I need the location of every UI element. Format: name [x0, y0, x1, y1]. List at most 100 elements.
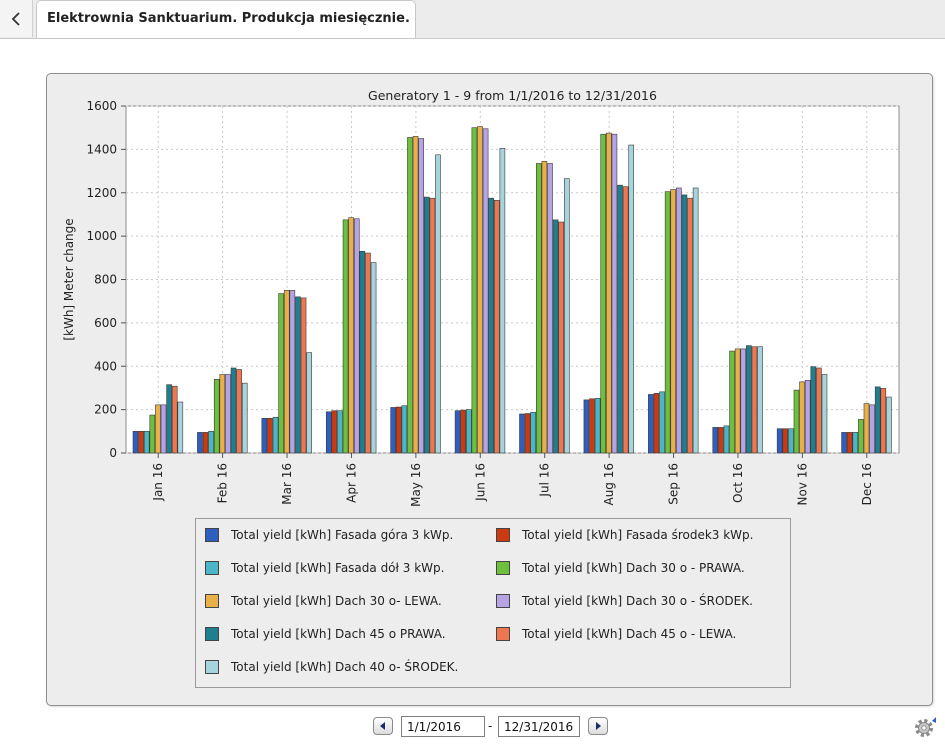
bar — [583, 399, 590, 454]
bar — [166, 384, 172, 454]
bar — [841, 432, 847, 454]
tab-monthly-production[interactable]: Elektrownia Sanktuarium. Produkcja miesi… — [36, 0, 416, 38]
bar — [547, 163, 553, 454]
bar — [670, 189, 677, 454]
bar — [460, 409, 466, 454]
bar — [423, 196, 430, 454]
legend-label: Total yield [kWh] Dach 30 o - ŚRODEK. — [522, 594, 753, 608]
bar — [524, 413, 531, 454]
x-tick-label: Nov 16 — [795, 463, 809, 506]
legend-item: Total yield [kWh] Dach 45 o PRAWA. — [205, 625, 446, 643]
legend-label: Total yield [kWh] Dach 30 o- LEWA. — [231, 594, 442, 608]
bar — [272, 416, 279, 454]
x-tick-label: Jun 16 — [473, 463, 487, 502]
chart: 0 200 400 600 800 1000 1200 1400 1600 Jan 16 Feb 1… — [62, 88, 900, 507]
bar — [412, 136, 419, 454]
x-tick-label: Feb 16 — [216, 463, 230, 503]
bar — [202, 432, 209, 454]
legend-swatch — [205, 594, 219, 608]
bar — [600, 133, 607, 454]
bar — [863, 403, 870, 454]
bar — [552, 219, 559, 454]
bar — [370, 262, 377, 454]
legend-swatch — [205, 528, 219, 542]
bar — [541, 161, 548, 454]
y-tick-label: 400 — [94, 359, 117, 373]
bar — [530, 411, 537, 454]
date-range-separator: - — [488, 719, 493, 733]
bar — [407, 137, 413, 454]
bar — [519, 413, 525, 454]
gear-icon — [915, 717, 936, 737]
bar — [746, 345, 752, 454]
chevron-left-icon — [11, 11, 20, 26]
bar — [454, 410, 461, 454]
bar — [594, 398, 601, 454]
legend-label: Total yield [kWh] Dach 40 o- ŚRODEK. — [231, 660, 459, 674]
bar — [734, 348, 741, 454]
bar — [143, 431, 150, 454]
legend-swatch — [205, 627, 219, 641]
bar — [138, 431, 144, 454]
settings-button[interactable] — [912, 714, 938, 740]
bar — [799, 381, 805, 454]
legend-label: Total yield [kWh] Dach 30 o - PRAWA. — [522, 561, 745, 575]
bar — [177, 401, 184, 454]
bar — [788, 428, 794, 454]
bar — [267, 417, 273, 454]
bar — [155, 404, 161, 454]
bar — [718, 427, 724, 454]
bar — [804, 380, 811, 454]
bar — [606, 132, 612, 454]
bar — [418, 138, 424, 454]
bar — [499, 147, 506, 454]
next-period-button[interactable] — [588, 717, 608, 735]
legend-swatch — [205, 660, 219, 674]
bar — [348, 217, 354, 454]
bar — [359, 251, 366, 454]
bar — [353, 218, 360, 454]
x-tick-label: Jul 16 — [538, 463, 552, 498]
bar — [648, 394, 654, 454]
y-tick-label: 200 — [94, 403, 117, 417]
bar — [681, 194, 688, 454]
bar — [230, 367, 237, 454]
bar — [300, 297, 307, 454]
date-from-input[interactable] — [401, 716, 485, 737]
chart-legend: Total yield [kWh] Fasada góra 3 kWp. Tota… — [195, 518, 791, 688]
legend-swatch — [496, 561, 510, 575]
y-tick-label: 1600 — [86, 99, 117, 113]
bar — [390, 407, 396, 454]
previous-period-button[interactable] — [373, 717, 393, 735]
bar — [365, 252, 371, 454]
back-button[interactable] — [0, 0, 33, 37]
y-tick-label: 1200 — [86, 186, 117, 200]
bar — [816, 367, 822, 454]
bar — [219, 374, 226, 454]
legend-label: Total yield [kWh] Fasada góra 3 kWp. — [231, 528, 454, 542]
x-tick-label: Oct 16 — [731, 463, 745, 503]
bar — [536, 163, 542, 454]
bar — [659, 391, 665, 454]
date-to-input[interactable] — [498, 716, 580, 737]
legend-item: Total yield [kWh] Dach 40 o- ŚRODEK. — [205, 658, 458, 676]
legend-item: Total yield [kWh] Fasada środek3 kWp. — [496, 526, 753, 544]
bar — [886, 396, 892, 454]
x-tick-label: Jan 16 — [151, 463, 165, 502]
bar — [401, 405, 408, 454]
bar — [493, 200, 500, 454]
bar — [653, 393, 660, 454]
bar — [880, 388, 887, 454]
x-tick-label: Apr 16 — [344, 463, 358, 503]
bar — [261, 417, 268, 454]
bar — [331, 410, 338, 454]
y-tick-label: 1400 — [86, 142, 117, 156]
bar — [776, 428, 783, 454]
bar — [306, 352, 312, 454]
bar — [395, 406, 402, 454]
bar — [208, 431, 214, 454]
bar — [278, 293, 284, 454]
legend-item: Total yield [kWh] Dach 45 o - LEWA. — [496, 625, 736, 643]
bar — [740, 348, 747, 454]
bar — [488, 197, 494, 454]
